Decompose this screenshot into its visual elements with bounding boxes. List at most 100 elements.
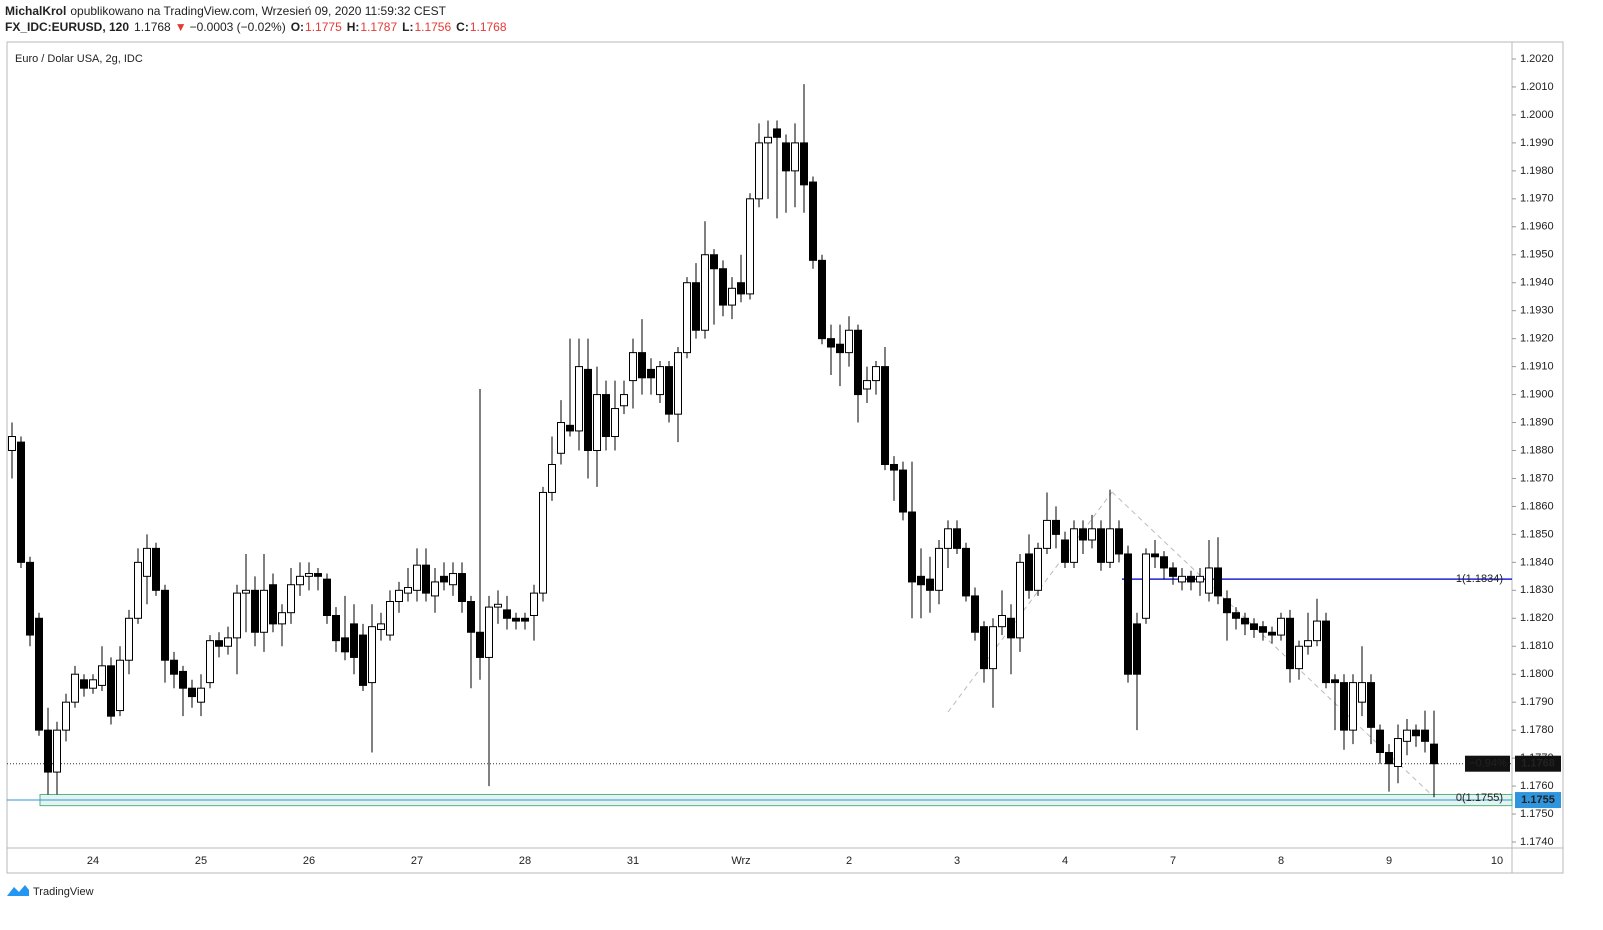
candle-body bbox=[1331, 679, 1339, 684]
x-tick-label: 27 bbox=[411, 855, 423, 867]
candle-body bbox=[80, 679, 88, 689]
candle-body bbox=[980, 626, 988, 670]
candle-body bbox=[962, 547, 970, 597]
candle-body bbox=[386, 601, 394, 636]
arrow: ▼ bbox=[175, 20, 187, 34]
candle-body bbox=[890, 463, 898, 471]
candle-body bbox=[1115, 528, 1123, 555]
candle-body bbox=[143, 547, 151, 577]
candle-body bbox=[674, 352, 682, 415]
candle-body bbox=[692, 282, 700, 331]
candle-body bbox=[1106, 528, 1114, 563]
candle-body bbox=[440, 575, 448, 583]
candle-body bbox=[620, 394, 628, 407]
y-tick-label: 1.1780 bbox=[1520, 724, 1554, 736]
candle-body bbox=[395, 589, 403, 603]
last-price-box bbox=[1515, 755, 1561, 772]
candle-body bbox=[161, 589, 169, 661]
candle-body bbox=[755, 142, 763, 200]
candle-body bbox=[35, 617, 43, 731]
candle-body bbox=[1034, 547, 1042, 591]
candle-body bbox=[1421, 729, 1429, 742]
y-tick-label: 1.1810 bbox=[1520, 640, 1554, 652]
candle-body bbox=[1232, 612, 1240, 619]
candle-body bbox=[1376, 729, 1384, 754]
candle-body bbox=[1196, 575, 1204, 583]
x-tick-label: 4 bbox=[1062, 855, 1068, 867]
symbol-line: FX_IDC:EURUSD, 120 1.1768 ▼ −0.0003 (−0.02%… bbox=[5, 20, 507, 34]
y-tick-label: 1.1980 bbox=[1520, 165, 1554, 177]
candle-body bbox=[485, 606, 493, 658]
candle-body bbox=[116, 659, 124, 712]
y-tick-label: 1.1960 bbox=[1520, 221, 1554, 233]
ohlc-key: C: bbox=[456, 20, 469, 34]
ohlc-key: O: bbox=[291, 20, 304, 34]
candle-body bbox=[953, 528, 961, 549]
level-label: 1(1.1834) bbox=[1456, 573, 1503, 585]
candle-body bbox=[170, 659, 178, 675]
y-tick-label: 1.1940 bbox=[1520, 277, 1554, 289]
candle-body bbox=[1070, 528, 1078, 563]
x-tick-label: 28 bbox=[519, 855, 531, 867]
candle-body bbox=[1178, 575, 1186, 583]
candle-body bbox=[656, 366, 664, 396]
candle-body bbox=[287, 584, 295, 614]
candle-body bbox=[1160, 556, 1168, 569]
x-tick-label: 7 bbox=[1170, 855, 1176, 867]
candle-body bbox=[665, 366, 673, 415]
candle-body bbox=[1007, 617, 1015, 639]
candle-body bbox=[377, 623, 385, 630]
candle-body bbox=[17, 441, 25, 563]
candle-body bbox=[989, 626, 997, 670]
candle-body bbox=[1223, 598, 1231, 614]
candle-body bbox=[107, 665, 115, 717]
candle-body bbox=[467, 601, 475, 633]
candle-body bbox=[872, 366, 880, 382]
change-box bbox=[1465, 755, 1510, 772]
candle-body bbox=[836, 343, 844, 354]
candle-body bbox=[971, 595, 979, 633]
candle-body bbox=[1358, 682, 1366, 703]
candle-body bbox=[602, 394, 610, 438]
candle-body bbox=[1340, 682, 1348, 731]
candle-body bbox=[557, 422, 565, 454]
candle-body bbox=[404, 587, 412, 594]
candle-body bbox=[431, 581, 439, 597]
candle-body bbox=[530, 592, 538, 616]
candle-body bbox=[998, 614, 1006, 628]
candle-body bbox=[89, 679, 97, 689]
change: −0.0003 (−0.02%) bbox=[190, 20, 286, 34]
candle-body bbox=[305, 573, 313, 577]
candle-body bbox=[332, 614, 340, 642]
candle-body bbox=[1313, 620, 1321, 642]
candle-body bbox=[215, 640, 223, 647]
ohlc-value: 1.1756 bbox=[414, 20, 451, 34]
y-tick-label: 1.1870 bbox=[1520, 472, 1554, 484]
candle-body bbox=[845, 329, 853, 354]
x-tick-label: 26 bbox=[303, 855, 315, 867]
candle-body bbox=[1169, 567, 1177, 577]
candle-body bbox=[701, 254, 709, 331]
candle-body bbox=[350, 623, 358, 658]
candle-body bbox=[1214, 567, 1222, 597]
y-tick-label: 1.1860 bbox=[1520, 500, 1554, 512]
candle-body bbox=[539, 491, 547, 594]
frame bbox=[6, 41, 1564, 874]
candle-body bbox=[1250, 623, 1258, 630]
y-tick-label: 1.1760 bbox=[1520, 780, 1554, 792]
candle-body bbox=[224, 637, 232, 647]
y-tick-label: 1.1850 bbox=[1520, 528, 1554, 540]
candle-body bbox=[548, 463, 556, 493]
x-tick-label: 25 bbox=[195, 855, 207, 867]
candle-body bbox=[458, 573, 466, 603]
candle-body bbox=[1259, 626, 1267, 633]
candle-body bbox=[1268, 631, 1276, 636]
candle-body bbox=[1349, 682, 1357, 731]
candle-body bbox=[908, 511, 916, 583]
candle-body bbox=[62, 701, 70, 731]
candle-body bbox=[26, 561, 34, 636]
candle-body bbox=[242, 589, 250, 594]
candle-body bbox=[179, 670, 187, 689]
candle-body bbox=[809, 181, 817, 261]
